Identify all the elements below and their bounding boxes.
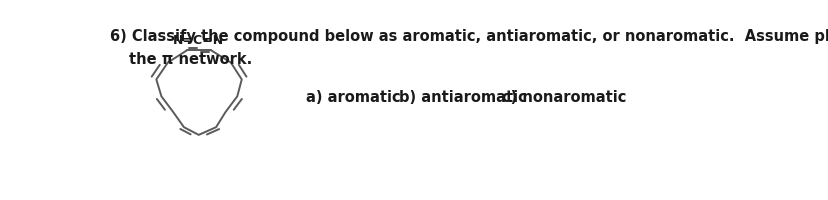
Text: 6) Classify the compound below as aromatic, antiaromatic, or nonaromatic.  Assum: 6) Classify the compound below as aromat… — [110, 29, 828, 44]
Text: N=C=N: N=C=N — [173, 34, 224, 47]
Text: b) antiaromatic: b) antiaromatic — [399, 90, 527, 105]
Text: c) nonaromatic: c) nonaromatic — [502, 90, 626, 105]
Text: a) aromatic: a) aromatic — [306, 90, 400, 105]
Text: the π network.: the π network. — [129, 52, 253, 67]
